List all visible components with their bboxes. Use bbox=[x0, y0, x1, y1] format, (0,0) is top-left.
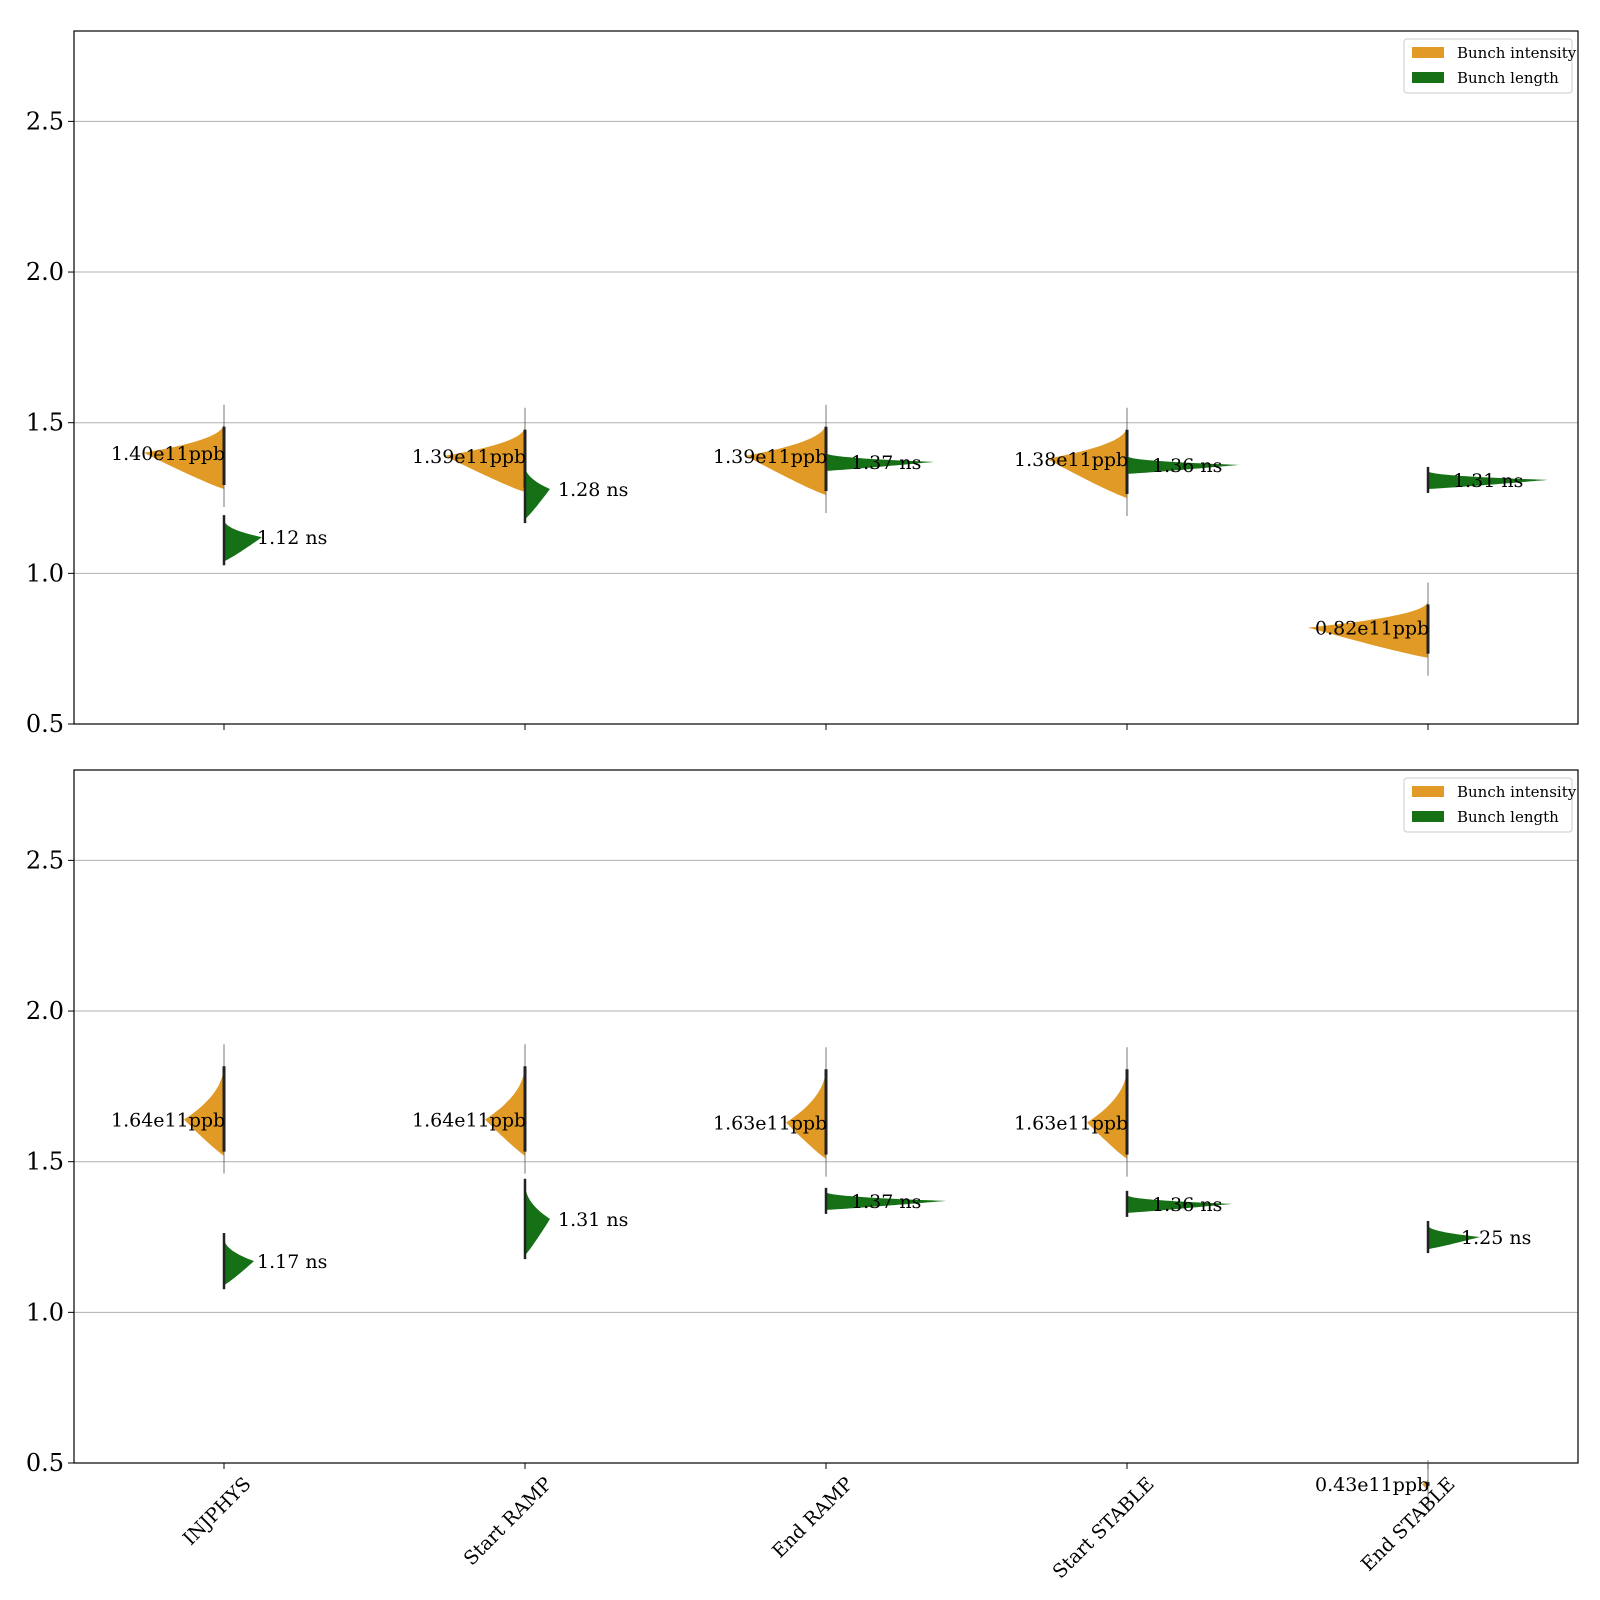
length-value-label: 1.17 ns bbox=[257, 1251, 327, 1273]
y-tick-label: 1.5 bbox=[26, 409, 64, 437]
intensity-value-label: 1.63e11ppb bbox=[1014, 1113, 1128, 1135]
x-tick-label: Start STABLE bbox=[1049, 1473, 1159, 1583]
x-tick-label: Start RAMP bbox=[460, 1473, 557, 1570]
intensity-value-label: 1.39e11ppb bbox=[412, 446, 526, 468]
x-tick-label: End RAMP bbox=[768, 1473, 858, 1563]
y-tick-label: 2.0 bbox=[26, 997, 64, 1025]
legend: Bunch intensity Bunch length bbox=[1403, 777, 1577, 833]
intensity-violin bbox=[1047, 425, 1127, 498]
legend-label: Bunch intensity bbox=[1457, 783, 1577, 801]
legend-label: Bunch length bbox=[1457, 69, 1559, 87]
length-value-label: 1.12 ns bbox=[257, 527, 327, 549]
legend-label: Bunch intensity bbox=[1457, 44, 1577, 62]
length-violin bbox=[826, 1191, 946, 1210]
intensity-violin bbox=[1422, 1478, 1428, 1491]
intensity-violin bbox=[746, 422, 826, 495]
intensity-value-label: 1.63e11ppb bbox=[713, 1113, 827, 1135]
legend-label: Bunch length bbox=[1457, 808, 1559, 826]
y-tick-label: 0.5 bbox=[26, 1449, 64, 1477]
intensity-violin bbox=[445, 425, 525, 492]
intensity-value-label: 1.39e11ppb bbox=[713, 446, 827, 468]
y-tick-label: 1.0 bbox=[26, 1298, 64, 1326]
length-value-label: 1.28 ns bbox=[558, 479, 628, 501]
intensity-violin bbox=[786, 1065, 826, 1159]
length-value-label: 1.37 ns bbox=[851, 452, 921, 474]
legend-swatch bbox=[1412, 786, 1444, 797]
intensity-value-label: 0.82e11ppb bbox=[1315, 618, 1429, 640]
intensity-value-label: 1.38e11ppb bbox=[1014, 449, 1128, 471]
length-violin bbox=[525, 464, 550, 520]
legend-swatch bbox=[1412, 72, 1444, 83]
length-value-label: 1.31 ns bbox=[1453, 470, 1523, 492]
length-value-label: 1.31 ns bbox=[558, 1209, 628, 1231]
y-tick-label: 2.0 bbox=[26, 258, 64, 286]
legend-swatch bbox=[1412, 811, 1444, 822]
y-tick-label: 0.5 bbox=[26, 710, 64, 738]
length-violin bbox=[1428, 470, 1548, 489]
chart-panel-bottom: 0.5 1.0 1.5 2.0 2.5 1.64e11ppb 1.17 ns 1.64e11p… bbox=[26, 769, 1579, 1509]
legend: Bunch intensity Bunch length bbox=[1403, 38, 1577, 94]
length-value-label: 1.36 ns bbox=[1152, 1194, 1222, 1216]
intensity-violin bbox=[144, 422, 224, 489]
length-violin bbox=[224, 519, 262, 562]
length-value-label: 1.36 ns bbox=[1152, 455, 1222, 477]
length-value-label: 1.37 ns bbox=[851, 1191, 921, 1213]
x-tick-label: INJPHYS bbox=[179, 1473, 256, 1550]
legend-box bbox=[1403, 38, 1573, 94]
y-tick-label: 2.5 bbox=[26, 846, 64, 874]
intensity-violin bbox=[1087, 1065, 1127, 1159]
y-tick-label: 1.0 bbox=[26, 559, 64, 587]
length-value-label: 1.25 ns bbox=[1461, 1227, 1531, 1249]
intensity-value-label: 1.40e11ppb bbox=[111, 443, 225, 465]
x-axis-tick-labels: INJPHYS Start RAMP End RAMP Start STABLE End… bbox=[179, 1473, 1460, 1583]
legend-swatch bbox=[1412, 47, 1444, 58]
length-violin bbox=[826, 452, 934, 471]
intensity-violin bbox=[1308, 600, 1428, 658]
intensity-value-label: 0.43e11ppb bbox=[1315, 1474, 1429, 1496]
intensity-value-label: 1.64e11ppb bbox=[412, 1110, 526, 1132]
intensity-value-label: 1.64e11ppb bbox=[111, 1110, 225, 1132]
length-violin bbox=[1428, 1225, 1480, 1250]
length-violin bbox=[224, 1237, 254, 1286]
chart-panel-top: 0.5 1.0 1.5 2.0 2.5 1.40e11ppb 1.12 ns 1.39e11p… bbox=[26, 30, 1579, 738]
legend-box bbox=[1403, 777, 1573, 833]
length-violin bbox=[1127, 1194, 1232, 1213]
y-tick-label: 2.5 bbox=[26, 107, 64, 135]
intensity-violin bbox=[184, 1062, 224, 1156]
length-violin bbox=[525, 1182, 550, 1256]
y-tick-label: 1.5 bbox=[26, 1148, 64, 1176]
intensity-violin bbox=[485, 1062, 525, 1156]
length-violin bbox=[1127, 455, 1239, 474]
